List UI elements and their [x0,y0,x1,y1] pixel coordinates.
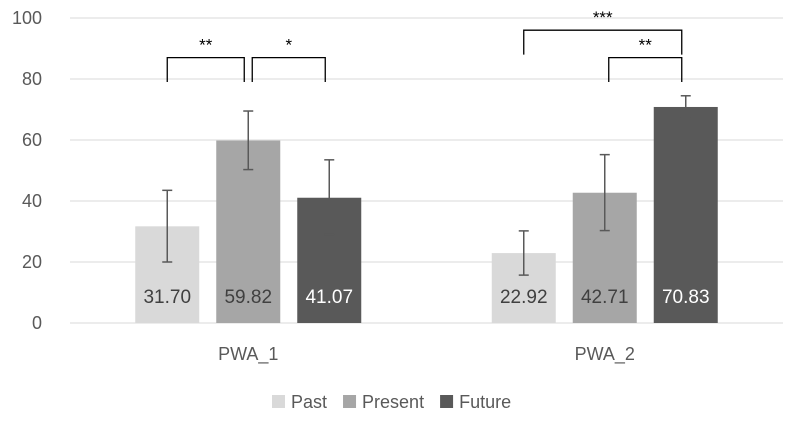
y-tick-label: 60 [22,130,42,150]
significance-label: *** [593,8,613,27]
legend: Past Present Future [272,392,511,412]
legend-swatch [272,395,285,408]
bar [653,106,718,323]
data-label: 31.70 [143,287,191,308]
x-category-label: PWA_2 [575,344,635,365]
significance-label: ** [639,36,653,55]
legend-swatch [440,395,454,408]
legend-label: Present [362,392,424,412]
data-label: 42.71 [581,287,629,308]
y-axis-ticks: 0 20 40 60 80 100 [12,8,42,333]
x-axis-categories: PWA_1 PWA_2 [218,344,635,365]
y-tick-label: 20 [22,252,42,272]
x-category-label: PWA_1 [218,344,278,365]
legend-label: Past [291,392,327,412]
bars [135,106,718,323]
y-tick-label: 80 [22,69,42,89]
legend-label: Future [459,392,511,412]
significance-label: * [285,36,292,55]
error-bars [162,95,691,276]
data-label: 59.82 [224,287,272,308]
significance-brackets: ** ****** [166,8,683,83]
y-tick-label: 100 [12,8,42,28]
significance-bracket [608,57,683,83]
significance-label: ** [199,36,213,55]
y-tick-label: 40 [22,191,42,211]
data-label: 41.07 [305,287,353,308]
legend-swatch [343,395,357,408]
data-label: 70.83 [662,287,710,308]
significance-bracket [523,29,683,55]
significance-bracket [251,57,326,83]
bar [216,140,281,323]
data-labels: 31.70 22.92 59.82 42.71 41.07 70.83 [143,287,709,308]
data-label: 22.92 [500,287,548,308]
y-tick-label: 0 [32,313,42,333]
significance-bracket [166,57,245,83]
